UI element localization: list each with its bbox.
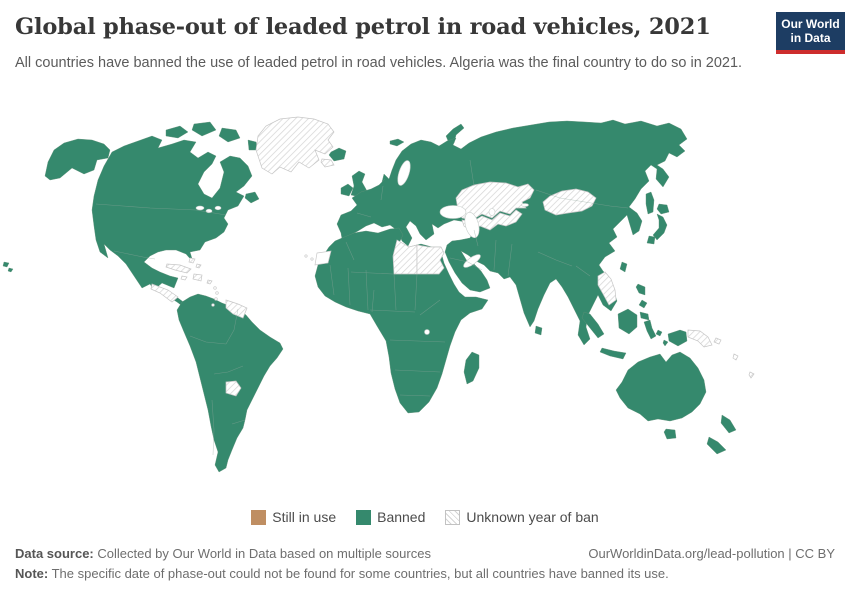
- map-region-guatemala-honduras-nicaragua[interactable]: [150, 283, 179, 303]
- map-region-north-america[interactable]: [91, 135, 253, 291]
- map-region-greenland[interactable]: [255, 116, 335, 175]
- legend-swatch-banned: [356, 509, 372, 525]
- map-region-canadian-arctic-islands[interactable]: [165, 121, 259, 151]
- map-region-western-sahara[interactable]: [314, 250, 332, 266]
- page-title: Global phase-out of leaded petrol in roa…: [15, 14, 711, 40]
- owid-url-link[interactable]: OurWorldinData.org/lead-pollution | CC B…: [588, 546, 835, 561]
- map-region-tasmania[interactable]: [663, 428, 677, 440]
- map-seas-lakes: [195, 160, 529, 335]
- map-region-papua-new-guinea[interactable]: [687, 329, 713, 348]
- map-region-sri-lanka[interactable]: [534, 325, 543, 336]
- map-region-madagascar[interactable]: [463, 351, 480, 385]
- map-region-svalbard[interactable]: [389, 138, 405, 147]
- footer-note-row: Note: The specific date of phase-out cou…: [15, 566, 835, 581]
- map-region-australia[interactable]: [615, 351, 707, 422]
- map-region-pacific-islands-small[interactable]: [2, 261, 14, 273]
- map-region-iceland[interactable]: [328, 147, 347, 162]
- legend-swatch-still-in-use: [251, 509, 267, 525]
- legend-label-still-in-use: Still in use: [272, 509, 337, 525]
- map-region-new-zealand[interactable]: [706, 414, 737, 455]
- owid-logo-accent-bar: [776, 50, 845, 54]
- map-region-greenland-isle[interactable]: [320, 158, 335, 168]
- map-region-egypt[interactable]: [416, 244, 445, 275]
- map-region-pacific-hatched-specks[interactable]: [713, 337, 755, 379]
- owid-logo[interactable]: Our World in Data: [776, 12, 845, 54]
- world-map: [2, 116, 755, 473]
- map-region-newfoundland[interactable]: [244, 191, 260, 204]
- legend-item-unknown-year[interactable]: Unknown year of ban: [445, 509, 599, 525]
- map-region-kazakhstan[interactable]: [455, 181, 535, 221]
- note-label: Note:: [15, 566, 49, 581]
- data-source-line: Data source: Collected by Our World in D…: [15, 546, 431, 561]
- map-region-alaska[interactable]: [44, 138, 111, 181]
- map-region-guyana-suriname[interactable]: [225, 299, 248, 319]
- footer-source-row: Data source: Collected by Our World in D…: [15, 546, 835, 561]
- map-region-caribbean-hatched[interactable]: [165, 257, 213, 285]
- map-region-paraguay[interactable]: [225, 380, 242, 397]
- map-legend: Still in use Banned Unknown year of ban: [0, 509, 850, 525]
- legend-item-banned[interactable]: Banned: [356, 509, 425, 525]
- data-source-text: Collected by Our World in Data based on …: [93, 546, 431, 561]
- map-region-libya[interactable]: [392, 239, 418, 275]
- owid-logo-text: Our World in Data: [781, 17, 840, 45]
- map-region-ireland[interactable]: [340, 183, 354, 197]
- legend-swatch-unknown-year: [445, 509, 461, 525]
- legend-label-banned: Banned: [377, 509, 426, 525]
- map-region-laos-vietnam[interactable]: [597, 271, 617, 306]
- map-region-indonesia[interactable]: [581, 308, 688, 360]
- map-region-philippines[interactable]: [635, 283, 650, 321]
- map-region-antilles-white-specks: [211, 254, 314, 307]
- data-source-label: Data source:: [15, 546, 94, 561]
- chart-subtitle: All countries have banned the use of lea…: [15, 55, 743, 71]
- map-country-borders: [95, 159, 629, 456]
- legend-item-still-in-use[interactable]: Still in use: [251, 509, 336, 525]
- map-region-mongolia[interactable]: [542, 188, 597, 216]
- legend-label-unknown-year: Unknown year of ban: [466, 509, 599, 525]
- note-text: The specific date of phase-out could not…: [48, 566, 669, 581]
